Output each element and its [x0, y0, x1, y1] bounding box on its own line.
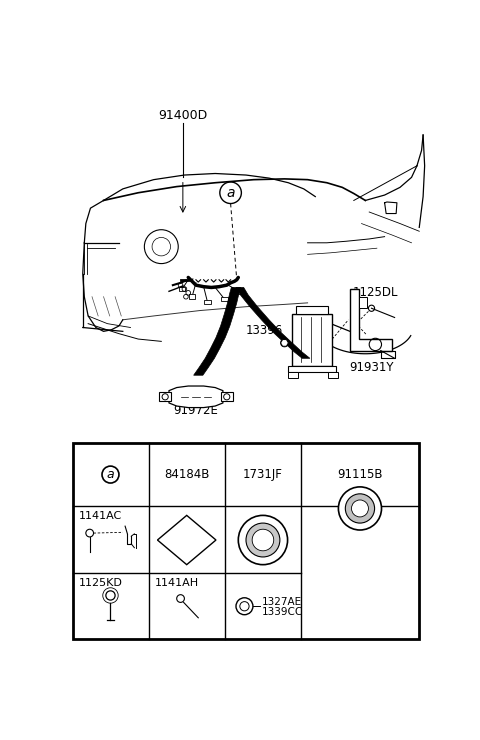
Bar [238, 290, 244, 295]
Circle shape [252, 529, 274, 551]
Text: 91115B: 91115B [337, 468, 383, 481]
Bar [179, 286, 185, 292]
Circle shape [238, 515, 288, 565]
Circle shape [224, 394, 230, 400]
Text: 1141AC: 1141AC [79, 511, 122, 521]
Bar [221, 297, 228, 301]
Polygon shape [359, 297, 367, 309]
Bar [296, 306, 328, 314]
Text: 1731JF: 1731JF [243, 468, 283, 481]
Bar [159, 392, 171, 401]
Polygon shape [157, 515, 216, 565]
Text: 1125DL: 1125DL [353, 286, 398, 300]
Text: 1327AE: 1327AE [262, 596, 301, 607]
Bar [328, 372, 337, 378]
Circle shape [246, 523, 280, 557]
Text: 84184B: 84184B [164, 468, 209, 481]
Text: 91931Y: 91931Y [349, 361, 394, 374]
Polygon shape [350, 289, 392, 351]
Text: 1141AH: 1141AH [155, 578, 199, 588]
Text: 1339CC: 1339CC [262, 608, 303, 617]
Circle shape [345, 494, 374, 523]
Bar [204, 300, 211, 304]
Circle shape [162, 394, 168, 400]
Bar [288, 366, 336, 372]
Polygon shape [169, 386, 223, 408]
Polygon shape [236, 287, 310, 358]
Text: 1125KD: 1125KD [79, 578, 123, 588]
Text: 91972E: 91972E [173, 404, 218, 417]
Bar [221, 392, 233, 401]
Text: 13396: 13396 [246, 324, 283, 337]
Circle shape [338, 487, 382, 530]
Bar [288, 372, 298, 378]
Bar [189, 295, 195, 299]
Polygon shape [281, 340, 288, 346]
Bar [73, 443, 419, 639]
Text: 91400D: 91400D [158, 110, 207, 122]
Text: a: a [227, 186, 235, 200]
Circle shape [351, 500, 369, 517]
Text: a: a [107, 468, 114, 481]
Polygon shape [193, 287, 240, 375]
Bar [292, 314, 332, 366]
